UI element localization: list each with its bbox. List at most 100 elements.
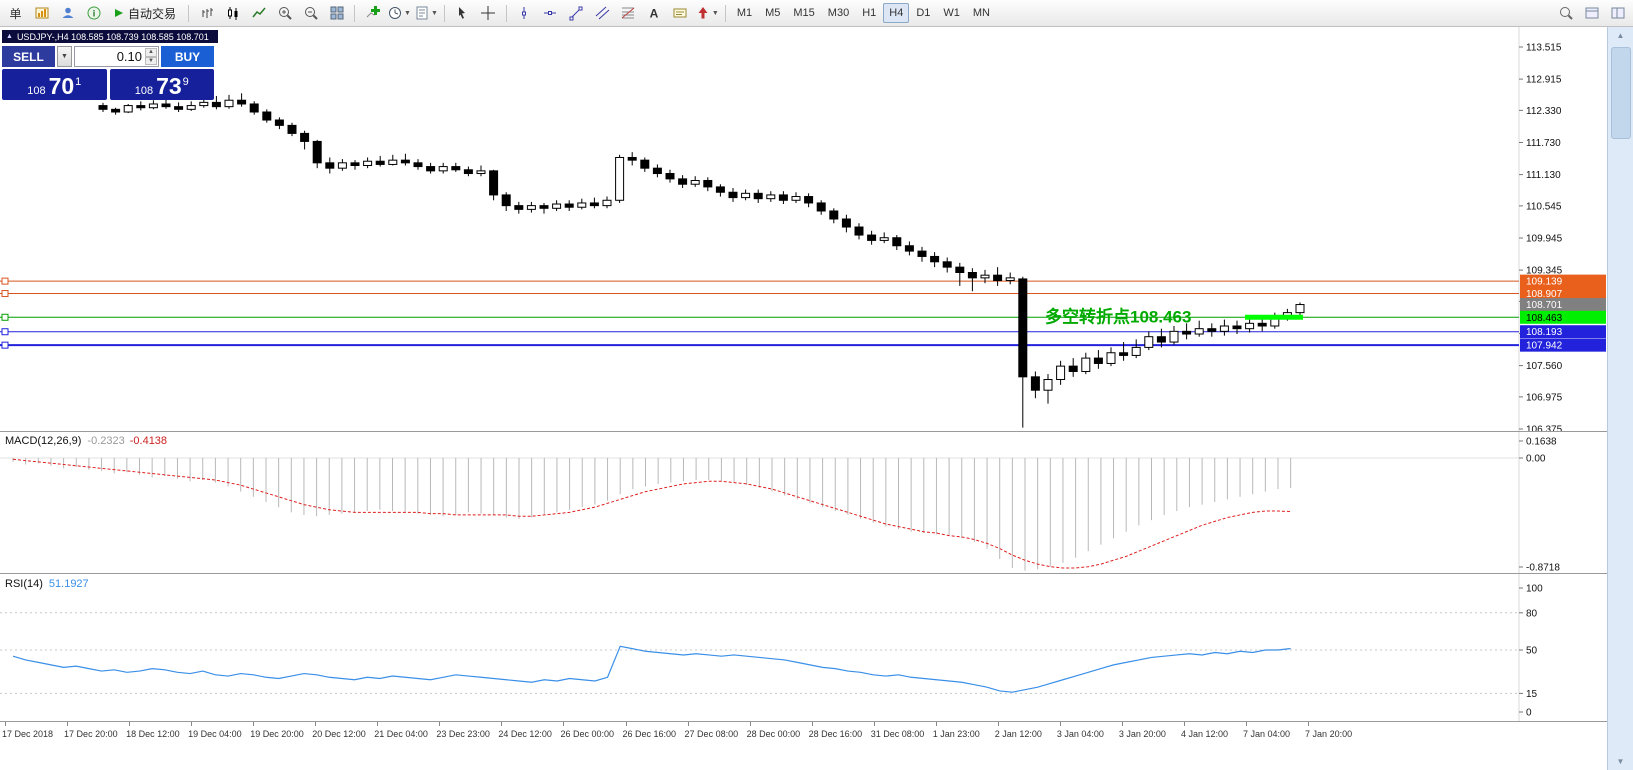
candlestick-mode-button[interactable] bbox=[220, 2, 245, 25]
line-anchor[interactable] bbox=[1, 313, 9, 321]
svg-text:i: i bbox=[92, 9, 95, 19]
bar-chart-mode-button[interactable] bbox=[194, 2, 219, 25]
candle-body bbox=[1131, 346, 1141, 356]
candle-body bbox=[1005, 277, 1015, 282]
autotrade-button[interactable]: 自动交易 bbox=[107, 2, 183, 25]
timeframe-mn-button[interactable]: MN bbox=[972, 7, 990, 19]
sell-button[interactable]: SELL bbox=[2, 46, 55, 67]
timeframe-m1-button[interactable]: M1 bbox=[736, 7, 753, 19]
candle-body bbox=[1169, 330, 1179, 343]
buy-button[interactable]: BUY bbox=[161, 46, 214, 67]
time-axis-label: 17 Dec 2018 bbox=[2, 729, 54, 739]
candle-body bbox=[1219, 325, 1229, 332]
channel-tool-button[interactable] bbox=[590, 2, 615, 25]
candle-body bbox=[1030, 376, 1040, 391]
time-axis-label: 23 Dec 23:00 bbox=[436, 729, 490, 739]
more-options-button[interactable] bbox=[1605, 2, 1630, 25]
text-tool-button[interactable]: A bbox=[642, 2, 667, 25]
time-axis-label: 28 Dec 00:00 bbox=[746, 729, 801, 739]
price-axis-tick: 106.375 bbox=[1526, 424, 1563, 431]
timeframe-h4-button[interactable]: H4 bbox=[883, 3, 910, 23]
price-axis-tick: 112.330 bbox=[1526, 106, 1562, 117]
vertical-scrollbar[interactable]: ▲ ▼ bbox=[1607, 27, 1633, 770]
candle-body bbox=[363, 160, 373, 167]
lot-size-field[interactable]: 0.10 ▲ ▼ bbox=[74, 46, 159, 67]
pane-divider[interactable] bbox=[0, 431, 1607, 432]
pane-divider[interactable] bbox=[0, 573, 1607, 574]
candle-body bbox=[741, 192, 751, 199]
scroll-up-icon[interactable]: ▲ bbox=[1616, 31, 1625, 40]
arrows-tool-button[interactable]: ▼ bbox=[694, 2, 720, 25]
vertical-line-tool-button[interactable] bbox=[512, 2, 537, 25]
line-anchor[interactable] bbox=[1, 328, 9, 336]
timeframe-d1-button[interactable]: D1 bbox=[916, 7, 931, 19]
buy-price-button[interactable]: 108 73 9 bbox=[109, 69, 214, 100]
templates-button[interactable]: ▼ bbox=[413, 2, 439, 25]
line-anchor[interactable] bbox=[1, 277, 9, 285]
chart-window[interactable]: 113.515 112.915 112.330 111.730 111.130 110.5… bbox=[0, 27, 1607, 770]
cursor-button[interactable] bbox=[450, 2, 475, 25]
candle-body bbox=[312, 140, 322, 164]
new-chart-button[interactable] bbox=[29, 2, 54, 25]
crosshair-button[interactable] bbox=[476, 2, 501, 25]
fibonacci-tool-button[interactable] bbox=[616, 2, 641, 25]
tile-windows-button[interactable] bbox=[324, 2, 349, 25]
horizontal-line-tool-button[interactable] bbox=[538, 2, 563, 25]
candle-body bbox=[426, 166, 436, 172]
candle-body bbox=[816, 202, 826, 212]
timeframe-m15-button[interactable]: M15 bbox=[793, 7, 815, 19]
zoom-in-button[interactable] bbox=[272, 2, 297, 25]
autotrade-label: 自动交易 bbox=[128, 6, 177, 21]
time-axis-tick bbox=[1059, 722, 1061, 726]
macd-indicator-pane[interactable]: 0.1638 0.00 -0.8718 bbox=[0, 431, 1607, 573]
sell-price-button[interactable]: 108 70 1 bbox=[2, 69, 107, 100]
time-axis[interactable]: 17 Dec 2018 17 Dec 20:00 18 Dec 12:00 19 De… bbox=[0, 721, 1607, 770]
chart-annotation[interactable]: 多空转折点108.463 bbox=[1045, 306, 1191, 326]
macd-histogram bbox=[12, 458, 1292, 571]
time-axis-label: 7 Jan 20:00 bbox=[1305, 729, 1353, 739]
new-order-button[interactable]: 单 bbox=[3, 2, 28, 25]
layout-button[interactable] bbox=[1579, 2, 1604, 25]
lot-decrease-button[interactable]: ▼ bbox=[145, 56, 157, 65]
candle-body bbox=[703, 179, 713, 188]
macd-axis-tick: 0.1638 bbox=[1526, 437, 1557, 448]
line-anchor[interactable] bbox=[1, 341, 9, 349]
timeframe-m30-button[interactable]: M30 bbox=[827, 7, 850, 19]
price-tag-label: 109.139 bbox=[1526, 277, 1563, 288]
info-button[interactable]: i bbox=[81, 2, 106, 25]
price-axis-tick: 109.345 bbox=[1526, 266, 1563, 277]
lot-increase-button[interactable]: ▲ bbox=[145, 48, 157, 57]
timeframe-h1-button[interactable]: H1 bbox=[862, 7, 877, 19]
rsi-axis-tick: 80 bbox=[1526, 608, 1538, 619]
timeframe-w1-button[interactable]: W1 bbox=[943, 7, 960, 19]
candlestick-icon bbox=[227, 7, 238, 20]
scrollbar-thumb[interactable] bbox=[1611, 47, 1631, 139]
search-button[interactable] bbox=[1553, 2, 1578, 25]
candle-body bbox=[854, 226, 864, 236]
time-axis-tick bbox=[1121, 722, 1123, 726]
candle-body bbox=[274, 119, 284, 126]
time-axis-label: 27 Dec 08:00 bbox=[684, 729, 739, 739]
time-axis-label: 1 Jan 23:00 bbox=[932, 729, 980, 739]
profiles-button[interactable] bbox=[55, 2, 80, 25]
candle-body bbox=[1295, 304, 1305, 314]
scroll-down-icon[interactable]: ▼ bbox=[1616, 757, 1625, 766]
time-axis-label: 18 Dec 12:00 bbox=[126, 729, 180, 739]
price-axis-tick: 110.545 bbox=[1526, 201, 1562, 212]
order-options-dropdown[interactable]: ▼ bbox=[57, 46, 72, 67]
buy-price-point: 9 bbox=[182, 76, 189, 88]
indicators-button[interactable] bbox=[360, 2, 385, 25]
line-chart-mode-button[interactable] bbox=[246, 2, 271, 25]
time-axis-tick bbox=[873, 722, 875, 726]
chart-title-tab[interactable]: ▲ USDJPY-,H4 108.585 108.739 108.585 108… bbox=[2, 30, 218, 43]
line-anchor[interactable] bbox=[1, 290, 9, 298]
rsi-indicator-pane[interactable]: 100 80 50 15 0 bbox=[0, 573, 1607, 721]
zoom-out-button[interactable] bbox=[298, 2, 323, 25]
main-price-chart[interactable]: 113.515 112.915 112.330 111.730 111.130 110.5… bbox=[0, 27, 1607, 431]
periods-button[interactable]: ▼ bbox=[386, 2, 412, 25]
trendline-tool-button[interactable] bbox=[564, 2, 589, 25]
timeframe-m5-button[interactable]: M5 bbox=[765, 7, 781, 19]
candle-body bbox=[1093, 357, 1103, 364]
rsi-label: RSI(14) 51.1927 bbox=[5, 578, 89, 590]
text-label-tool-button[interactable] bbox=[668, 2, 693, 25]
